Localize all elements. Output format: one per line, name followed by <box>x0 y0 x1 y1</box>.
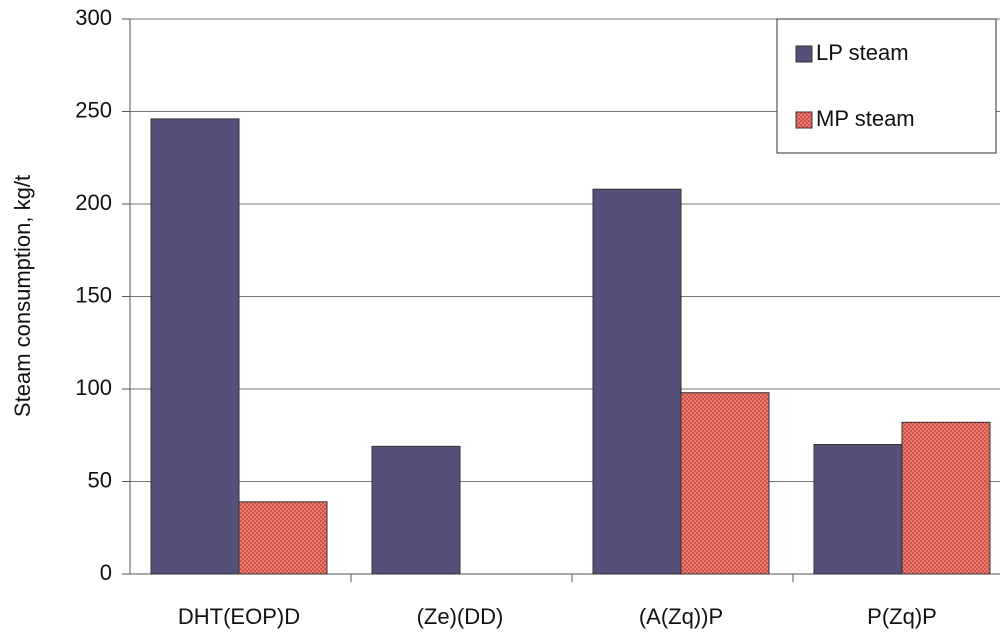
y-tick-label: 50 <box>88 467 112 492</box>
legend-label: MP steam <box>816 106 915 131</box>
legend-swatch <box>795 45 813 63</box>
x-tick-label: (Ze)(DD) <box>417 604 504 629</box>
y-tick-label: 200 <box>75 190 112 215</box>
bar <box>901 421 991 575</box>
bar <box>150 118 240 575</box>
y-tick-label: 250 <box>75 97 112 122</box>
legend-swatch <box>795 111 813 129</box>
y-tick-label: 150 <box>75 282 112 307</box>
x-tick-label: DHT(EOP)D <box>178 604 300 629</box>
x-tick-label: P(Zq)P <box>867 604 937 629</box>
x-tick-label: (A(Zq))P <box>639 604 723 629</box>
bar <box>238 501 328 575</box>
legend-label: LP steam <box>816 40 909 65</box>
y-tick-label: 100 <box>75 375 112 400</box>
bar <box>592 188 682 575</box>
bar <box>371 445 461 575</box>
legend-box <box>776 18 997 154</box>
bar <box>680 392 770 575</box>
y-tick-label: 0 <box>100 560 112 585</box>
y-axis-label: Steam consumption, kg/t <box>10 175 35 417</box>
y-tick-label: 300 <box>75 5 112 30</box>
bar <box>813 444 903 575</box>
